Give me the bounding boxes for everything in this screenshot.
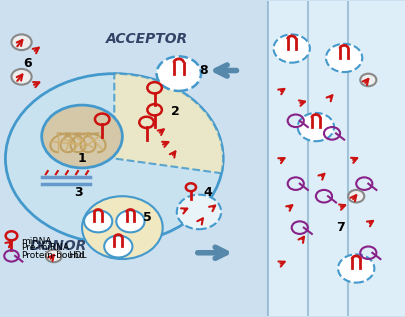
Text: miRNA: miRNA [21, 237, 52, 246]
Circle shape [297, 113, 333, 141]
Circle shape [5, 74, 223, 243]
Text: 8: 8 [198, 64, 207, 77]
Circle shape [116, 210, 144, 232]
Circle shape [347, 190, 363, 203]
Text: 2: 2 [171, 105, 179, 118]
Text: 3: 3 [74, 186, 82, 199]
Text: DONOR: DONOR [29, 239, 86, 254]
Text: ACCEPTOR: ACCEPTOR [105, 32, 187, 46]
FancyBboxPatch shape [267, 1, 404, 316]
Circle shape [42, 105, 122, 168]
Text: HDL: HDL [68, 251, 86, 260]
Circle shape [273, 34, 309, 63]
Circle shape [104, 236, 132, 257]
Circle shape [156, 56, 200, 91]
Circle shape [359, 74, 375, 86]
Text: 7: 7 [335, 221, 344, 234]
Text: 6: 6 [23, 57, 32, 70]
Text: Protein-bound: Protein-bound [21, 251, 85, 260]
Text: Pre-miRNA: Pre-miRNA [21, 243, 70, 252]
Circle shape [337, 254, 373, 283]
Circle shape [46, 249, 62, 262]
Circle shape [82, 196, 162, 259]
Text: 5: 5 [142, 211, 151, 224]
Circle shape [176, 195, 221, 229]
Wedge shape [114, 74, 223, 173]
Circle shape [11, 34, 32, 50]
Text: 1: 1 [77, 152, 86, 165]
Circle shape [84, 210, 112, 232]
Circle shape [325, 44, 361, 72]
Text: 4: 4 [202, 186, 211, 199]
Circle shape [11, 69, 32, 85]
